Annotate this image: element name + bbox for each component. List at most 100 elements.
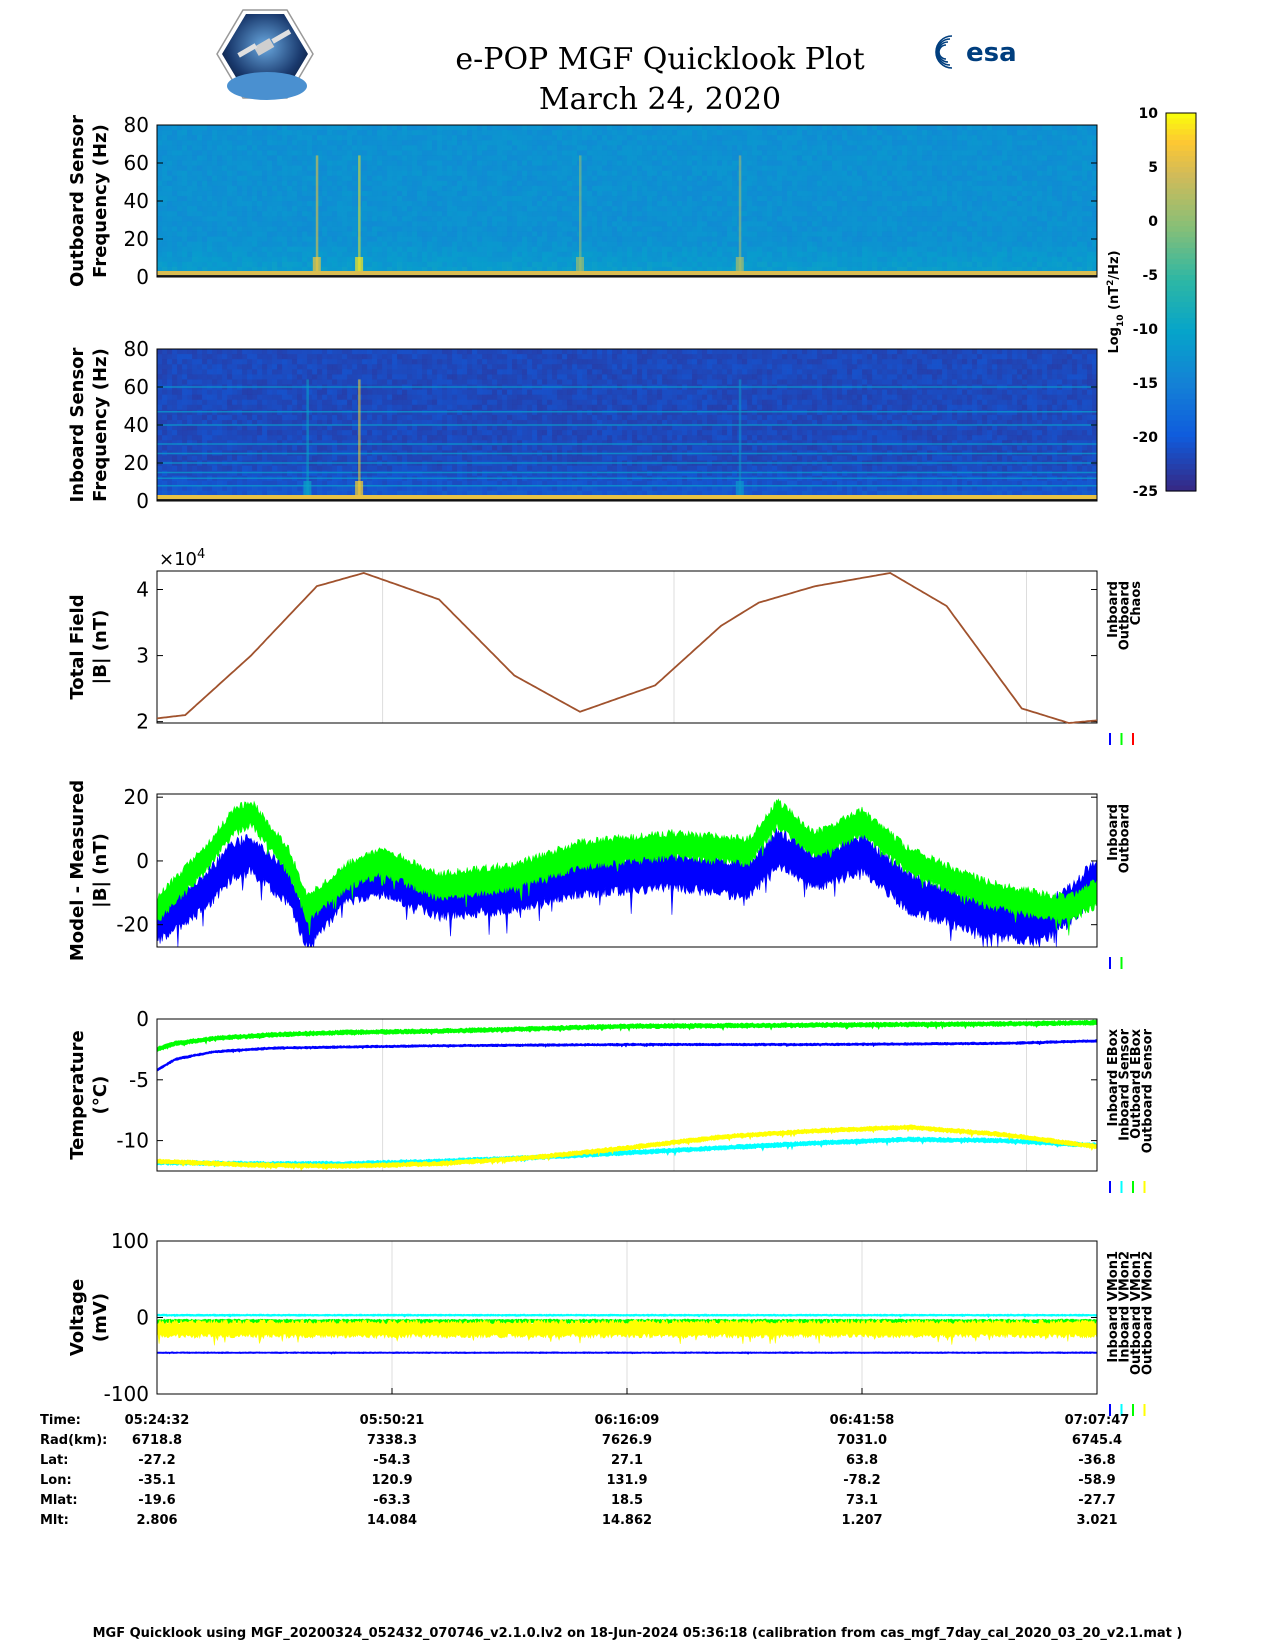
spectrogram-cell — [832, 165, 838, 171]
spectrogram-cell — [972, 185, 978, 192]
spectrogram-cell — [932, 190, 938, 197]
spectrogram-cell — [722, 256, 728, 263]
spectrogram-cell — [977, 155, 983, 161]
spectrogram-cell — [642, 206, 648, 212]
spectrogram-cell — [712, 241, 718, 247]
spectrogram-cell — [337, 216, 343, 222]
spectrogram-cell — [532, 185, 538, 192]
spectrogram-cell — [847, 211, 853, 217]
spectrogram-cell — [237, 175, 243, 182]
spectrogram-cell — [647, 150, 653, 156]
spectrogram-cell — [567, 130, 573, 136]
spectrogram-cell — [252, 155, 258, 161]
spectrogram-cell — [407, 251, 413, 258]
spectrogram-cell — [877, 226, 883, 232]
spectrogram-cell — [827, 195, 833, 202]
spectrogram-cell — [582, 216, 588, 222]
spectrogram-cell — [427, 195, 433, 202]
spectrogram-cell — [157, 140, 163, 146]
spectrogram-cell — [172, 241, 178, 247]
spectrogram-cell — [757, 150, 763, 156]
spectrogram-cell — [652, 180, 658, 187]
spectrogram-cell — [872, 221, 878, 227]
spectrogram-cell — [502, 170, 508, 177]
spectrogram-cell — [917, 206, 923, 212]
spectrogram-cell — [522, 256, 528, 263]
spectrogram-cell — [747, 236, 753, 242]
spectrogram-cell — [492, 231, 498, 237]
spectrogram-cell — [962, 125, 968, 131]
spectrogram-cell — [807, 175, 813, 182]
spectrogram-cell — [612, 125, 618, 131]
spectrogram-cell — [257, 201, 263, 207]
spectrogram-cell — [762, 216, 768, 222]
spectrogram-cell — [857, 216, 863, 222]
spectrogram-cell — [812, 155, 818, 161]
spectrogram-cell — [317, 236, 323, 242]
spectrogram-cell — [667, 130, 673, 136]
spectrogram-cell — [482, 170, 488, 177]
spectrogram-cell — [292, 130, 298, 136]
spectrogram-cell — [722, 170, 728, 177]
spectrogram-cell — [547, 145, 553, 151]
spectrogram-cell — [722, 251, 728, 258]
spectrogram-cell — [567, 246, 573, 253]
spectrogram-cell — [862, 231, 868, 237]
spectrogram-cell — [722, 195, 728, 202]
spectrogram-cell — [177, 160, 183, 166]
spectrogram-cell — [227, 195, 233, 202]
spectrogram-cell — [782, 195, 788, 202]
spectrogram-cell — [712, 246, 718, 253]
spectrogram-cell — [812, 130, 818, 136]
spectrogram-cell — [942, 216, 948, 222]
spectrogram-cell — [842, 150, 848, 156]
spectrogram-cell — [892, 135, 898, 141]
spectrogram-cell — [817, 190, 823, 197]
spectrogram-cell — [722, 135, 728, 141]
spectrogram-cell — [472, 125, 478, 131]
spectrogram-cell — [212, 221, 218, 227]
spectrogram-cell — [722, 130, 728, 136]
spectrogram-cell — [967, 241, 973, 247]
spectrogram-cell — [662, 125, 668, 131]
spectrogram-cell — [232, 185, 238, 192]
spectrogram-cell — [417, 145, 423, 151]
spectrogram-cell — [167, 261, 173, 268]
spectrogram-cell — [237, 155, 243, 161]
spectrogram-cell — [587, 145, 593, 151]
spectrogram-cell — [807, 190, 813, 197]
spectrogram-cell — [657, 261, 663, 268]
spectrogram-cell — [417, 135, 423, 141]
spectrogram-cell — [922, 266, 928, 273]
spectrogram-cell — [412, 125, 418, 131]
spectrogram-cell — [572, 236, 578, 242]
spectrogram-cell — [867, 226, 873, 232]
spectrogram-cell — [362, 130, 368, 136]
spectrogram-cell — [457, 170, 463, 177]
spectrogram-cell — [332, 160, 338, 166]
spectrogram-cell — [477, 125, 483, 131]
spectrogram-cell — [692, 261, 698, 268]
spectrogram-cell — [937, 201, 943, 207]
spectrogram-cell — [347, 135, 353, 141]
spectrogram-cell — [847, 221, 853, 227]
spectrogram-cell — [472, 165, 478, 171]
spectrogram-cell — [832, 140, 838, 146]
spectrogram-cell — [642, 256, 648, 263]
spectrogram-cell — [277, 206, 283, 212]
spectrogram-cell — [387, 150, 393, 156]
spectrogram-cell — [327, 185, 333, 192]
spectrogram-cell — [687, 150, 693, 156]
spectrogram-cell — [572, 155, 578, 161]
spectrogram-cell — [652, 145, 658, 151]
spectrogram-cell — [482, 216, 488, 222]
spectrogram-cell — [982, 125, 988, 131]
spectrogram-cell — [897, 125, 903, 131]
spectrogram-cell — [317, 211, 323, 217]
spectrogram-cell — [552, 140, 558, 146]
spectrogram-cell — [752, 206, 758, 212]
spectrogram-cell — [407, 160, 413, 166]
spectrogram-cell — [322, 195, 328, 202]
spectrogram-cell — [882, 175, 888, 182]
spectrogram-cell — [317, 125, 323, 131]
